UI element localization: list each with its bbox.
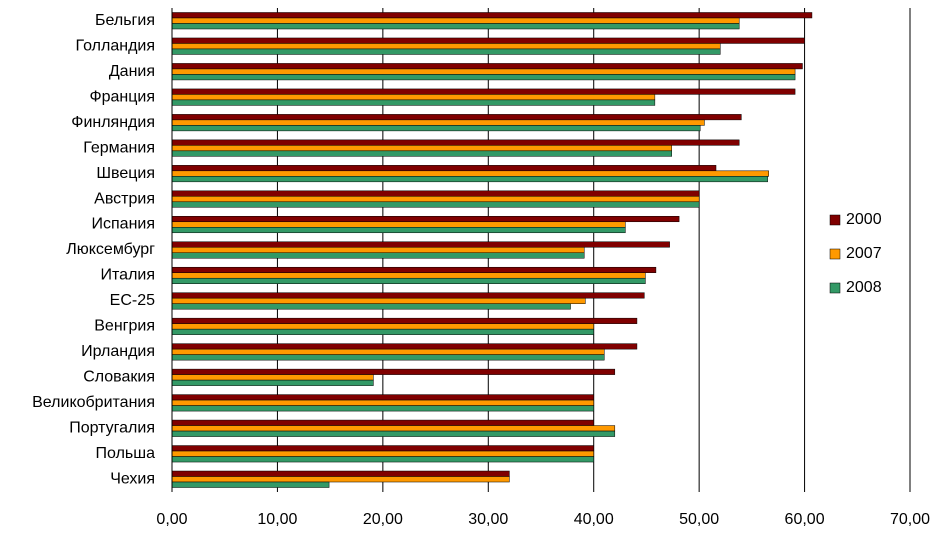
x-tick-label: 10,00	[257, 511, 297, 528]
bar	[171, 445, 594, 452]
bar	[171, 317, 638, 324]
bar	[171, 23, 740, 30]
bar	[171, 48, 721, 55]
bar	[171, 247, 585, 253]
y-tick-label: Испания	[92, 216, 156, 233]
bar	[171, 221, 626, 228]
bar	[171, 368, 616, 375]
bar	[171, 394, 594, 401]
bar	[171, 450, 594, 457]
x-tick-label: 60,00	[785, 511, 825, 528]
y-tick-label: Голландия	[76, 37, 155, 54]
bar	[171, 430, 616, 437]
bar	[171, 405, 594, 412]
bar	[171, 379, 374, 386]
bar	[171, 481, 330, 488]
y-tick-label: Финляндия	[71, 114, 155, 131]
bar	[171, 216, 680, 223]
bar	[171, 343, 638, 350]
bar	[171, 94, 656, 101]
bar	[171, 176, 768, 183]
bar	[171, 125, 701, 132]
bar	[171, 419, 594, 426]
bar	[171, 170, 769, 177]
bar	[171, 201, 700, 208]
x-tick-label: 30,00	[468, 511, 508, 528]
legend-label: 2008	[846, 279, 882, 296]
bar	[171, 272, 646, 279]
bar	[171, 303, 571, 310]
bar	[171, 145, 672, 152]
bar	[171, 17, 740, 24]
bar	[171, 292, 645, 299]
bar	[171, 74, 796, 81]
x-tick-label: 50,00	[679, 511, 719, 528]
legend-label: 2000	[846, 211, 882, 228]
bar	[171, 63, 803, 70]
y-tick-label: Дания	[109, 63, 155, 80]
bar	[171, 266, 657, 273]
y-tick-label: ЕС-25	[110, 292, 155, 309]
bar	[171, 119, 705, 126]
y-tick-label: Германия	[83, 139, 155, 156]
bar	[171, 297, 586, 304]
x-tick-label: 20,00	[363, 511, 403, 528]
bar	[171, 12, 813, 19]
y-tick-label: Венгрия	[94, 318, 155, 335]
y-tick-label: Швеция	[96, 165, 155, 182]
bar	[171, 348, 605, 355]
legend-swatch	[829, 214, 841, 226]
bar	[171, 425, 616, 432]
bar	[171, 68, 796, 75]
y-tick-label: Австрия	[94, 190, 155, 207]
bar	[171, 277, 646, 284]
y-tick-label: Люксембург	[66, 241, 155, 258]
bar	[171, 37, 805, 44]
bar	[171, 241, 670, 248]
bar	[171, 399, 594, 406]
bar	[171, 227, 626, 234]
bar	[171, 139, 740, 146]
bar	[171, 196, 700, 203]
bar	[171, 165, 717, 172]
bar	[171, 323, 594, 330]
y-tick-label: Польша	[96, 445, 156, 462]
y-tick-label: Франция	[89, 88, 155, 105]
bar	[171, 190, 700, 197]
y-tick-label: Италия	[101, 267, 155, 284]
y-tick-label: Бельгия	[95, 12, 155, 29]
bar	[171, 88, 796, 95]
x-tick-label: 0,00	[156, 511, 187, 528]
bar	[171, 374, 374, 381]
y-tick-label: Чехия	[110, 470, 155, 487]
bar	[171, 114, 742, 121]
y-tick-label: Словакия	[83, 369, 155, 386]
x-tick-label: 70,00	[890, 511, 930, 528]
legend-label: 2007	[846, 245, 882, 262]
bar	[171, 99, 656, 106]
x-tick-label: 40,00	[574, 511, 614, 528]
bar	[171, 456, 594, 463]
y-tick-label: Португалия	[69, 420, 155, 437]
bar	[171, 354, 605, 361]
legend-swatch	[829, 248, 841, 260]
bar	[171, 476, 510, 483]
legend-swatch	[829, 282, 841, 294]
y-tick-label: Ирландия	[81, 343, 155, 360]
bar	[171, 328, 594, 335]
bar	[171, 43, 721, 50]
bar	[171, 150, 672, 157]
bar	[171, 252, 585, 259]
y-tick-label: Великобритания	[32, 394, 155, 411]
bar	[171, 470, 510, 477]
